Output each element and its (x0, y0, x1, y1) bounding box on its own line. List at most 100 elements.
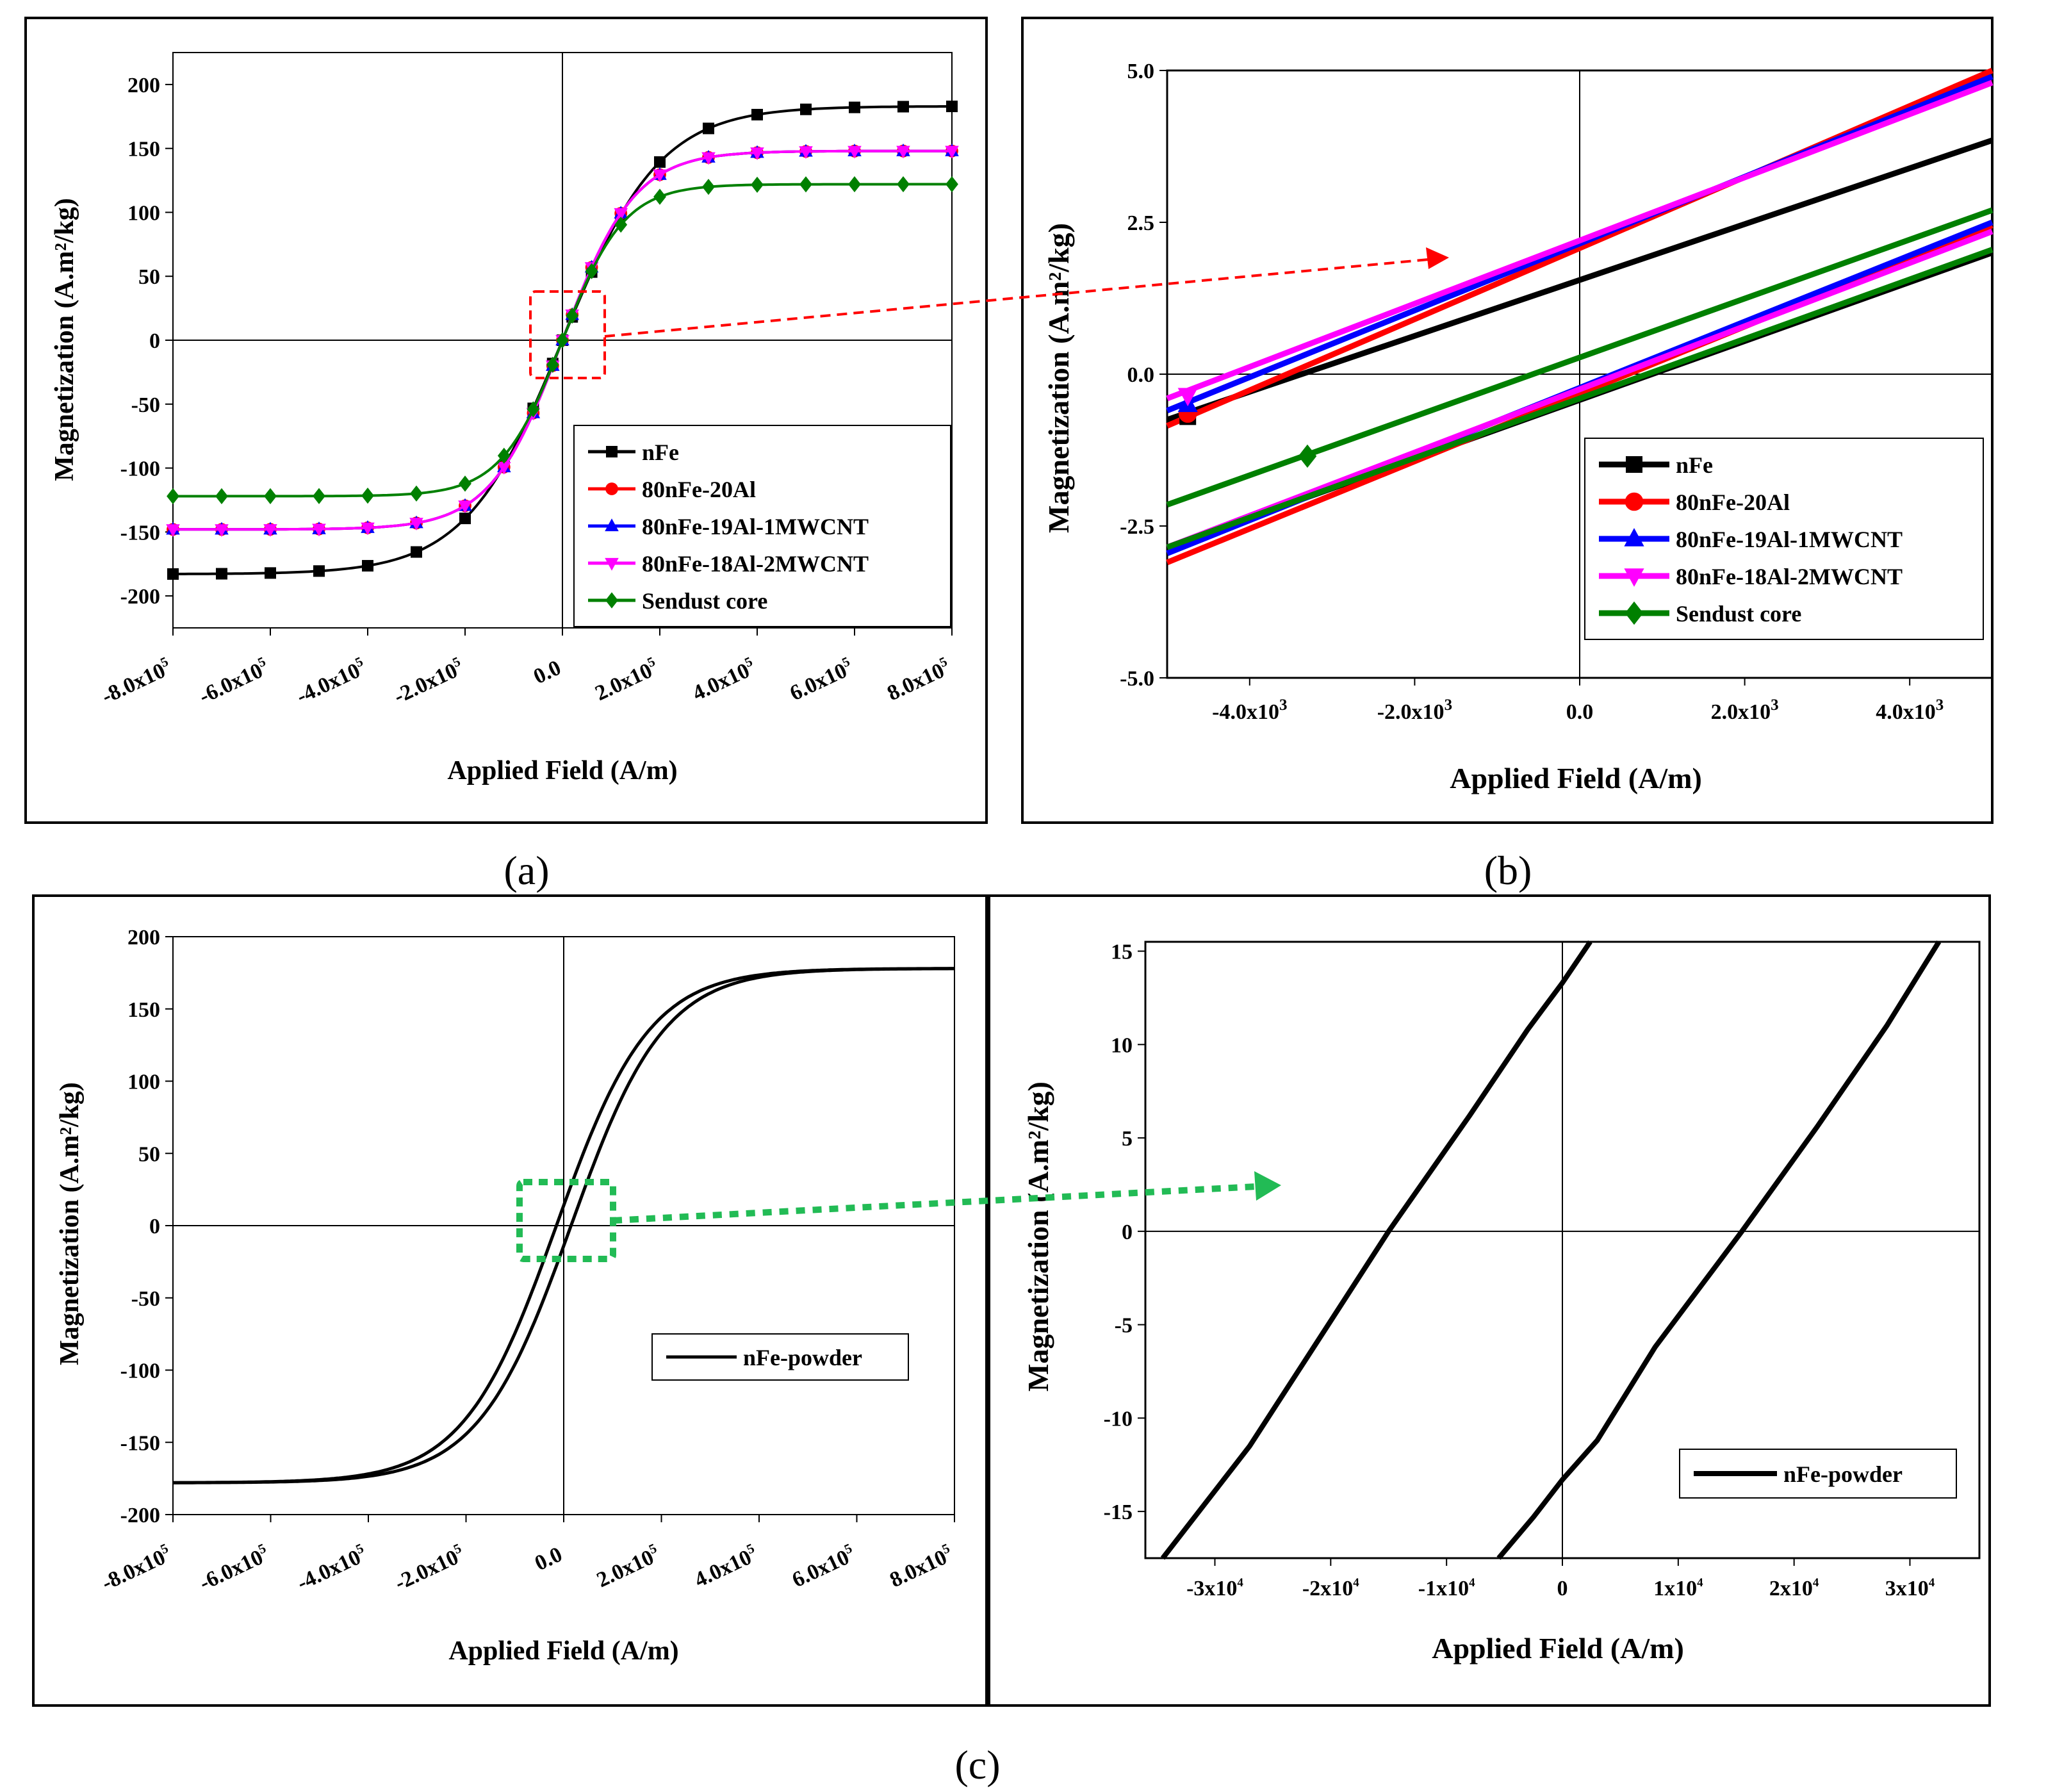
x-tick-mantissa: -8.0x10 (98, 1545, 169, 1595)
data-point-Sendust core (361, 488, 374, 504)
x-tick-label: -3x104 (1186, 1576, 1243, 1600)
legend-marker (605, 518, 619, 532)
data-point-nFe (411, 546, 422, 558)
data-point-80nFe-18Al-2MWCNT (750, 147, 764, 160)
hysteresis-upper-branch (1160, 940, 1592, 1560)
y-tick-label: -10 (1104, 1407, 1133, 1431)
y-tick-label: -15 (1104, 1500, 1133, 1524)
chart-a: -200 -150 -100 -50 0 50 100 150 200 -8.0x105 -6.0x… (50, 52, 959, 785)
data-point-nFe (800, 103, 812, 115)
legend-label: Sendust core (642, 588, 767, 614)
legend-marker (1626, 456, 1642, 473)
data-point-Sendust core (556, 332, 569, 349)
data-point-80nFe-18Al-2MWCNT (945, 145, 959, 159)
data-point-Sendust core (459, 475, 471, 492)
x-tick-mantissa: -6.0x10 (196, 1545, 267, 1595)
x-tick-label: -2x104 (1302, 1576, 1359, 1600)
y-tick-label: 200 (127, 926, 160, 949)
x-tick-label: 2.0x105 (592, 1540, 664, 1592)
data-point-80nFe-18Al-2MWCNT (312, 523, 326, 537)
x-tick-label: 4.0x103 (1876, 696, 1944, 724)
series-group-a (166, 101, 959, 580)
x-tick-exponent: 4 (1469, 1576, 1475, 1590)
legend-box (573, 425, 951, 627)
data-point-Sendust core (653, 188, 666, 205)
data-point-80nFe-18Al-2MWCNT (701, 152, 716, 165)
data-point-80nFe-18Al-2MWCNT (497, 461, 511, 475)
y-tick-label: 150 (127, 998, 160, 1022)
y-tick-label: -5 (1115, 1314, 1133, 1338)
x-tick-mantissa: -8.0x10 (98, 659, 169, 709)
legend-label: 80nFe-19Al-1MWCNT (1676, 527, 1903, 552)
legend-marker (1624, 528, 1644, 547)
x-tick-mantissa: -2x10 (1302, 1577, 1353, 1600)
series-line-80nFe-18Al-2MWCNT (1166, 79, 1994, 402)
x-tick-label: 0.0 (530, 656, 564, 689)
series-line-Sendust core (1166, 247, 1994, 550)
y-axis-label-c-right: Magnetization (A.m²/kg) (1022, 1081, 1054, 1392)
legend-label: 80nFe-20Al (642, 477, 756, 502)
data-point-nFe (897, 101, 909, 113)
zoom-box-c (516, 1179, 616, 1262)
x-tick-mantissa: 0.0 (530, 656, 564, 689)
x-tick-mantissa: -4.0x10 (293, 1545, 364, 1595)
zoom-arrow-a (604, 258, 1429, 338)
data-point-Sendust core (702, 179, 715, 195)
x-tick-label: 2x104 (1769, 1576, 1819, 1600)
x-tick-mantissa: -3x10 (1186, 1577, 1237, 1600)
x-tick-label: 0 (1557, 1577, 1568, 1600)
x-tick-mantissa: 6.0x10 (786, 659, 850, 705)
y-tick-label: 100 (127, 1071, 160, 1094)
y-tick-label: 0 (149, 1215, 160, 1238)
x-tick-mantissa: 0.0 (1566, 700, 1594, 724)
axes-c-left (165, 936, 955, 1522)
zoom-arrow-c (612, 1183, 1256, 1224)
legend-label: 80nFe-20Al (1676, 489, 1790, 515)
y-axis-label-a: Magnetization (A.m²/kg) (50, 198, 79, 481)
hysteresis-lower-branch (1496, 940, 1942, 1560)
legend-label: nFe-powder (1783, 1461, 1903, 1487)
y-tick-label: 0 (1122, 1221, 1133, 1244)
x-tick-mantissa: -4.0x10 (293, 659, 364, 709)
axes-c-right (1138, 941, 1981, 1566)
data-point-80nFe-18Al-2MWCNT (361, 522, 375, 536)
y-tick-label: -200 (120, 585, 160, 609)
y-tick-label: 15 (1111, 941, 1133, 964)
data-point-Sendust core (585, 263, 598, 279)
x-tick-mantissa: 4.0x10 (691, 1545, 755, 1592)
x-axis-label-a: Applied Field (A/m) (447, 756, 677, 785)
data-point-Sendust core (264, 488, 277, 505)
x-tick-exponent: 4 (1929, 1576, 1935, 1590)
data-point-nFe (849, 101, 860, 113)
data-point-Sendust core (566, 308, 579, 324)
data-point-Sendust core (897, 176, 910, 193)
x-tick-exponent: 4 (1813, 1576, 1819, 1590)
x-tick-mantissa: -4.0x10 (1212, 700, 1279, 724)
data-point-Sendust core (546, 356, 559, 373)
x-tick-label: 6.0x105 (787, 1540, 859, 1592)
y-tick-label: 10 (1111, 1033, 1133, 1057)
x-tick-exponent: 4 (1237, 1576, 1243, 1590)
x-tick-exponent: 3 (1279, 696, 1288, 714)
y-tick-label: -100 (120, 1360, 160, 1383)
legend-marker (1624, 568, 1644, 587)
y-tick-label: -150 (120, 521, 160, 545)
legend-label: Sendust core (1676, 601, 1801, 627)
data-point-nFe (167, 568, 179, 580)
data-point-80nFe-18Al-2MWCNT (653, 169, 667, 183)
data-point-nFe (459, 513, 471, 525)
zoom-arrowhead-a (1426, 247, 1449, 269)
data-point-80nFe-18Al-2MWCNT (614, 208, 628, 221)
x-tick-label: 4.0x105 (688, 654, 760, 705)
y-tick-label: 50 (138, 265, 160, 289)
x-tick-mantissa: 8.0x10 (883, 659, 947, 705)
y-tick-label: 50 (138, 1142, 160, 1166)
legend-marker (605, 592, 618, 609)
legend-a: nFe 80nFe-20Al 80nFe-19Al-1MWCNT 80nFe-18Al… (573, 425, 951, 627)
legend-marker (1625, 492, 1644, 511)
data-point-nFe (362, 560, 373, 572)
data-point-nFe (946, 101, 958, 113)
x-tick-label: 6.0x105 (785, 654, 857, 705)
y-tick-label: 0 (149, 329, 160, 353)
